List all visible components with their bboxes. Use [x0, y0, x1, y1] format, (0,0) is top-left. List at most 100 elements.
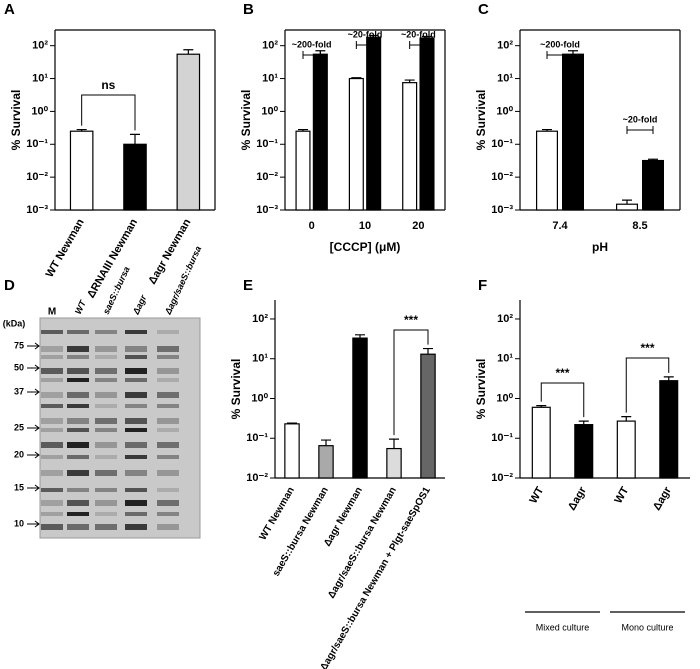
marker-label: 15 — [14, 482, 24, 492]
gel-band — [125, 524, 147, 530]
x-tick-label: Δagr — [651, 484, 674, 512]
gel-band — [41, 500, 63, 506]
y-tick-label: 10⁻² — [246, 472, 268, 484]
gel-band — [67, 488, 89, 492]
gel-band — [125, 404, 147, 408]
gel-band — [157, 378, 179, 382]
y-tick-label: 10⁰ — [261, 105, 278, 117]
gel-band — [67, 355, 89, 359]
y-tick-label: 10⁻³ — [256, 204, 278, 216]
bracket — [546, 51, 574, 59]
y-tick-label: 10⁰ — [251, 392, 268, 404]
gel-band — [41, 355, 63, 359]
gel-band — [67, 330, 89, 334]
error-bar — [542, 128, 552, 132]
gel-band — [95, 512, 117, 516]
y-tick-label: 10⁰ — [496, 105, 513, 117]
gel-band — [95, 418, 117, 424]
gel-unit: (kDa) — [3, 318, 26, 328]
panel-label: A — [4, 1, 15, 18]
gel-band — [41, 428, 63, 432]
gel-band — [125, 378, 147, 382]
gel-band — [41, 442, 63, 448]
gel-band — [157, 428, 179, 432]
error-bar — [368, 34, 379, 38]
bracket — [626, 126, 654, 134]
annotation: ~20-fold — [348, 29, 383, 39]
error-bar — [536, 405, 547, 408]
y-tick-label: 10⁻³ — [26, 204, 48, 216]
gel-band — [157, 404, 179, 408]
gel-band — [67, 378, 89, 382]
gel-band — [95, 368, 117, 374]
lane-label: M — [48, 307, 56, 318]
y-axis-label: % Survival — [474, 359, 488, 420]
y-tick-label: 10² — [497, 40, 513, 52]
gel-band — [95, 330, 117, 334]
gel-band — [41, 368, 63, 374]
bar — [284, 423, 300, 479]
error-bar — [404, 79, 415, 83]
x-tick-label: 20 — [412, 220, 424, 232]
bracket — [625, 357, 670, 413]
bracket — [409, 41, 428, 49]
gel-band — [125, 470, 147, 476]
error-bar — [578, 420, 589, 425]
bar — [352, 337, 368, 479]
marker-arrow — [27, 484, 40, 492]
gel-band — [125, 500, 147, 506]
bar — [402, 82, 418, 211]
marker-arrow — [27, 388, 40, 396]
gel-band — [157, 500, 179, 506]
bar — [366, 36, 382, 211]
y-tick-label: 10² — [252, 313, 268, 325]
marker-arrow — [27, 451, 40, 459]
y-tick-label: 10⁻¹ — [491, 432, 513, 444]
x-tick-label: WT — [527, 485, 546, 506]
bar — [295, 130, 311, 211]
gel-band — [67, 392, 89, 398]
bar — [348, 77, 364, 211]
error-bar — [287, 422, 297, 424]
y-tick-label: 10⁰ — [31, 105, 48, 117]
panel-label: D — [4, 277, 15, 294]
gel-band — [95, 355, 117, 359]
bar — [419, 37, 435, 211]
annotation: ~20-fold — [401, 29, 436, 39]
bracket — [302, 51, 321, 59]
bracket — [355, 41, 375, 49]
x-tick-label: 0 — [309, 220, 315, 232]
gel-band — [157, 524, 179, 530]
marker-arrow — [27, 342, 40, 350]
group-label: Mono culture — [621, 622, 673, 632]
y-tick-label: 10⁻² — [491, 472, 513, 484]
gel-band — [125, 512, 147, 516]
gel — [39, 317, 201, 539]
marker-label: 37 — [14, 386, 24, 396]
gel-band — [157, 355, 179, 359]
y-tick-label: 10¹ — [32, 72, 48, 84]
annotation: *** — [640, 341, 654, 355]
gel-band — [67, 512, 89, 516]
gel-band — [95, 392, 117, 398]
bar — [312, 53, 328, 211]
annotation: *** — [404, 313, 418, 327]
gel-band — [157, 488, 179, 492]
gel-band — [67, 500, 89, 506]
gel-band — [157, 512, 179, 516]
y-axis-label: % Survival — [239, 90, 253, 151]
gel-band — [95, 378, 117, 382]
gel-band — [125, 368, 147, 374]
error-bar — [130, 133, 140, 145]
gel-band — [157, 470, 179, 476]
y-tick-label: 10² — [497, 313, 513, 325]
gel-band — [67, 524, 89, 530]
panel-label: C — [478, 1, 489, 18]
gel-band — [157, 392, 179, 398]
bar — [641, 159, 664, 211]
y-tick-label: 10⁻¹ — [256, 138, 278, 150]
gel-band — [67, 368, 89, 374]
x-axis-label: pH — [592, 240, 608, 254]
error-bar — [648, 158, 658, 161]
